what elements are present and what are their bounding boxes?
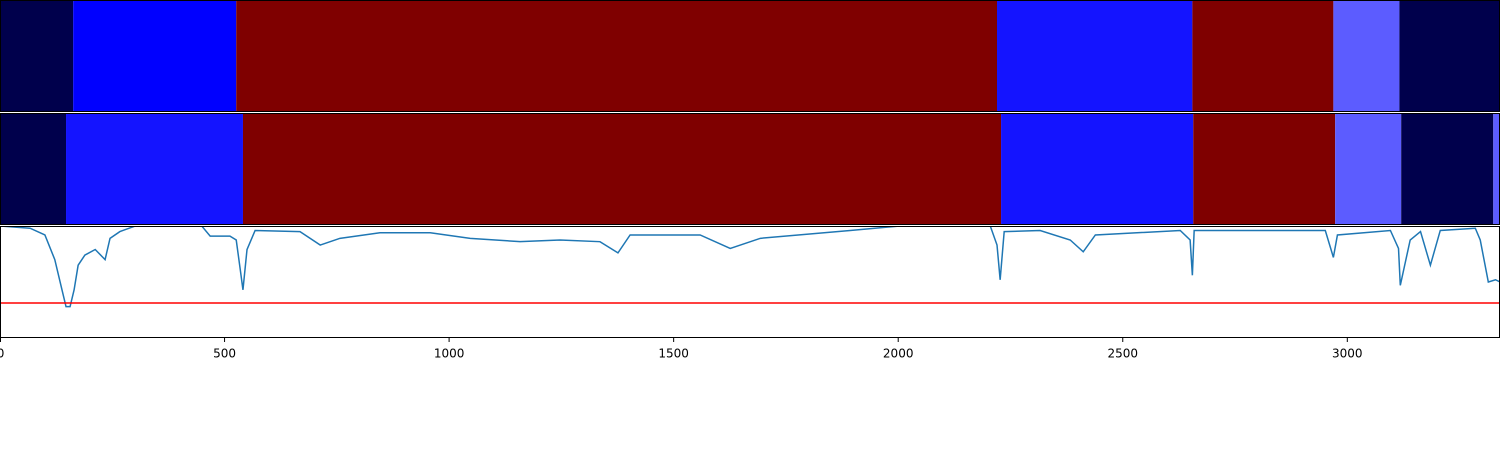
x-tick-label: 1000 xyxy=(434,347,465,361)
segment xyxy=(997,0,1193,112)
x-tick-label: 500 xyxy=(213,347,236,361)
segment xyxy=(1399,0,1500,112)
segment xyxy=(73,0,237,112)
panel-frame xyxy=(0,226,1500,338)
x-tick-label: 3000 xyxy=(1332,347,1363,361)
segment xyxy=(242,113,1002,225)
segment xyxy=(0,113,67,225)
segment xyxy=(1193,113,1336,225)
plot-area xyxy=(0,226,1500,308)
segment xyxy=(1335,113,1402,225)
segment xyxy=(236,0,998,112)
segment xyxy=(1192,0,1334,112)
x-tick-label: 1500 xyxy=(658,347,689,361)
segment xyxy=(1333,0,1400,112)
segment xyxy=(0,0,74,112)
segment xyxy=(1493,113,1500,225)
line xyxy=(0,226,1500,308)
x-tick-label: 2000 xyxy=(883,347,914,361)
x-tick-label: 0 xyxy=(0,347,4,361)
segment xyxy=(1401,113,1494,225)
x-tick-label: 2500 xyxy=(1107,347,1138,361)
segment xyxy=(1001,113,1194,225)
segment xyxy=(66,113,243,225)
